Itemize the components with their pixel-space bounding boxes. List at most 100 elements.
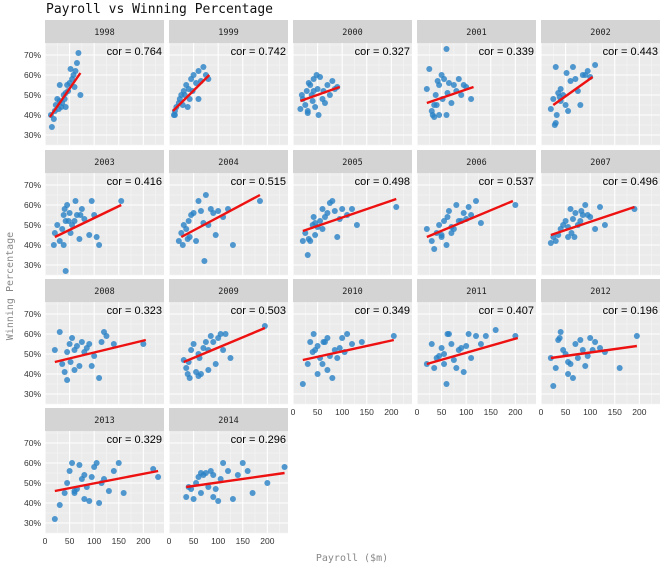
- facet-panel-2005: 2005 cor = 0.498: [292, 150, 412, 276]
- data-point: [75, 50, 82, 56]
- y-tick-label: 50%: [24, 478, 41, 488]
- facet-strip: [169, 20, 288, 43]
- data-point: [597, 345, 604, 351]
- data-point: [331, 208, 338, 214]
- data-point: [436, 82, 443, 88]
- data-point: [61, 490, 68, 496]
- data-point: [431, 246, 438, 252]
- data-point: [329, 375, 336, 381]
- data-point: [358, 339, 365, 345]
- data-point: [592, 339, 599, 345]
- data-point: [78, 206, 85, 212]
- facet-strip-label: 2000: [342, 28, 362, 38]
- data-point: [215, 498, 222, 504]
- facet-strip-label: 2012: [590, 287, 610, 297]
- x-tick-label: 50: [437, 407, 447, 417]
- data-point: [66, 341, 73, 347]
- data-point: [67, 66, 74, 72]
- data-point: [76, 462, 83, 468]
- y-tick-label: 40%: [24, 240, 41, 250]
- data-point: [565, 108, 572, 114]
- y-axis-title: Winning Percentage: [5, 232, 16, 340]
- data-point: [438, 232, 445, 238]
- data-point: [455, 76, 462, 82]
- data-point: [118, 198, 125, 204]
- facet-panel-2003: 2003 cor = 0.416 30% 40% 50% 60% 70%: [24, 150, 164, 276]
- data-point: [217, 476, 224, 482]
- facet-panel-2004: 2004 cor = 0.515: [168, 150, 288, 276]
- data-point: [210, 210, 217, 216]
- x-tick-label: 50: [65, 536, 75, 546]
- correlation-label: cor = 0.496: [603, 176, 658, 188]
- regression-line: [180, 193, 261, 239]
- facet-strip-label: 2010: [342, 287, 362, 297]
- x-axis-title: Payroll ($m): [316, 553, 388, 564]
- data-point: [73, 60, 80, 66]
- data-point: [281, 464, 288, 470]
- data-point: [71, 218, 78, 224]
- data-point: [339, 335, 346, 341]
- data-point: [321, 100, 328, 106]
- data-point: [60, 212, 67, 218]
- data-point: [445, 331, 452, 337]
- data-point: [98, 339, 105, 345]
- data-point: [304, 361, 311, 367]
- data-point: [441, 76, 448, 82]
- data-point: [557, 86, 564, 92]
- data-point: [431, 365, 438, 371]
- data-point: [445, 208, 452, 214]
- data-point: [441, 361, 448, 367]
- data-point: [601, 222, 608, 228]
- facet-panel-2001: 2001 cor = 0.339: [416, 20, 536, 146]
- data-point: [81, 216, 88, 222]
- data-point: [120, 490, 127, 496]
- data-point: [317, 74, 324, 80]
- data-point: [115, 460, 122, 466]
- data-point: [50, 242, 57, 248]
- data-point: [195, 373, 202, 379]
- facet-strip-label: 2004: [218, 158, 238, 168]
- x-tick-label: 50: [189, 536, 199, 546]
- y-tick-label: 40%: [24, 369, 41, 379]
- panel-background: [45, 302, 164, 404]
- data-point: [178, 230, 185, 236]
- data-point: [463, 343, 470, 349]
- x-tick-label: 0: [539, 407, 544, 417]
- data-point: [353, 222, 360, 228]
- data-point: [552, 238, 559, 244]
- data-point: [183, 494, 190, 500]
- data-point: [220, 347, 227, 353]
- facet-strip-label: 2009: [218, 287, 238, 297]
- data-point: [473, 333, 480, 339]
- data-point: [65, 218, 72, 224]
- data-point: [453, 365, 460, 371]
- data-point: [443, 46, 450, 52]
- facet-strip: [169, 408, 288, 431]
- data-point: [51, 516, 58, 522]
- data-point: [222, 331, 229, 337]
- data-point: [438, 345, 445, 351]
- x-tick-label: 150: [236, 536, 250, 546]
- regression-line: [186, 471, 285, 489]
- panel-background: [417, 173, 536, 275]
- regression-line: [426, 85, 474, 105]
- data-point: [565, 234, 572, 240]
- data-point: [215, 208, 222, 214]
- data-point: [227, 355, 234, 361]
- data-point: [334, 234, 341, 240]
- data-point: [66, 210, 73, 216]
- data-point: [73, 343, 80, 349]
- facet-strip-label: 2008: [94, 287, 114, 297]
- correlation-label: cor = 0.416: [107, 176, 162, 188]
- data-point: [71, 488, 78, 494]
- data-point: [56, 82, 63, 88]
- data-point: [312, 104, 319, 110]
- data-point: [110, 341, 117, 347]
- regression-line: [54, 338, 147, 364]
- x-tick-label: 0: [291, 407, 296, 417]
- data-point: [310, 88, 317, 94]
- y-tick-label: 30%: [24, 130, 41, 140]
- data-point: [62, 104, 69, 110]
- data-point: [512, 202, 519, 208]
